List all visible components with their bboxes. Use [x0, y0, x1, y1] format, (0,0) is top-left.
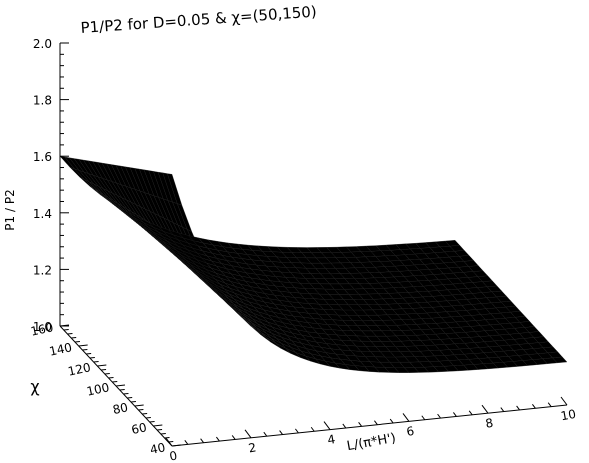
chi-tick-label: 160: [29, 320, 54, 338]
x-minor-tick: [294, 428, 299, 434]
x-tick-mark: [323, 421, 331, 430]
chart-title: P1/P2 for D=0.05 & χ=(50,150): [80, 3, 317, 37]
chi-minor-tick: [89, 357, 95, 359]
x-tick-mark: [481, 404, 489, 414]
x-minor-tick: [452, 412, 457, 417]
chi-tick-label: 60: [130, 420, 148, 437]
x-minor-tick: [373, 420, 378, 425]
x-tick-label: 10: [560, 407, 577, 423]
surface-layer: [59, 155, 568, 373]
chi-minor-tick: [142, 413, 148, 415]
chi-minor-tick: [93, 361, 99, 363]
x-minor-tick: [421, 415, 426, 421]
x-tick-mark: [402, 413, 410, 422]
z-tick-label: 1.2: [33, 263, 52, 277]
x-tick-label: 4: [326, 432, 336, 447]
chi-tick-mark: [115, 384, 126, 387]
chi-minor-tick: [112, 381, 118, 383]
x-minor-tick: [389, 418, 394, 424]
x-minor-tick: [516, 405, 520, 411]
chi-minor-tick: [138, 409, 144, 411]
x-minor-tick: [184, 440, 189, 445]
x-tick-label: 8: [484, 416, 494, 431]
z-axis-label: P1 / P2: [3, 189, 17, 230]
chi-minor-tick: [123, 393, 129, 395]
surface-patch: [444, 240, 461, 247]
x-minor-tick: [437, 413, 442, 419]
axes-layer: [59, 43, 568, 447]
x-minor-tick: [358, 422, 363, 427]
x-minor-tick: [231, 435, 236, 440]
x-tick-mark: [244, 429, 252, 439]
chi-tick-label: 140: [48, 340, 73, 358]
x-minor-tick: [532, 403, 536, 409]
x-minor-tick: [468, 410, 473, 416]
x-axis-label: L/(π*H'): [346, 431, 397, 454]
chi-tick-label: 100: [85, 380, 110, 398]
chi-minor-tick: [160, 433, 166, 435]
x-minor-tick: [215, 436, 220, 442]
z-tick-label: 1.6: [33, 150, 52, 164]
chi-minor-tick: [104, 373, 110, 375]
x-tick-label: 6: [405, 424, 415, 439]
x-minor-tick: [500, 407, 505, 412]
x-tick-label: 2: [247, 440, 257, 455]
chi-minor-tick: [108, 377, 114, 379]
y-axis-label: χ: [30, 377, 39, 396]
x-minor-tick: [310, 426, 315, 432]
chi-tick-mark: [153, 424, 163, 427]
chi-minor-tick: [63, 329, 69, 331]
chi-minor-tick: [74, 341, 80, 343]
chi-minor-tick: [101, 369, 107, 371]
chi-tick-mark: [97, 364, 107, 367]
x-minor-tick: [547, 402, 552, 407]
chi-minor-tick: [82, 349, 88, 351]
chi-minor-tick: [127, 397, 133, 399]
x-tick-mark: [165, 437, 173, 447]
z-tick-label: 1.4: [33, 207, 52, 221]
x-minor-tick: [279, 430, 284, 435]
chi-minor-tick: [71, 337, 77, 339]
x-minor-tick: [342, 423, 347, 429]
chi-minor-tick: [157, 429, 163, 431]
chi-minor-tick: [149, 421, 155, 423]
chi-minor-tick: [130, 401, 136, 403]
x-tick-label: 0: [168, 449, 178, 463]
x-tick-mark: [560, 396, 568, 406]
x-minor-tick: [200, 438, 205, 444]
x-axis-line: [171, 404, 568, 447]
chi-tick-mark: [171, 444, 182, 447]
z-tick-label: 1.0: [33, 320, 52, 334]
chi-minor-tick: [67, 333, 73, 335]
chi-minor-tick: [164, 437, 170, 439]
z-tick-label: 1.8: [33, 94, 52, 108]
chi-tick-label: 120: [67, 360, 92, 378]
chi-minor-tick: [145, 417, 151, 419]
chi-tick-mark: [78, 344, 88, 347]
chi-tick-label: 40: [149, 440, 167, 457]
chi-tick-mark: [59, 324, 70, 327]
chi-tick-mark: [134, 404, 144, 407]
chi-minor-tick: [119, 389, 125, 391]
chi-tick-label: 80: [111, 400, 129, 417]
chi-minor-tick: [86, 353, 92, 355]
x-minor-tick: [263, 431, 268, 437]
z-tick-label: 2.0: [33, 37, 52, 51]
